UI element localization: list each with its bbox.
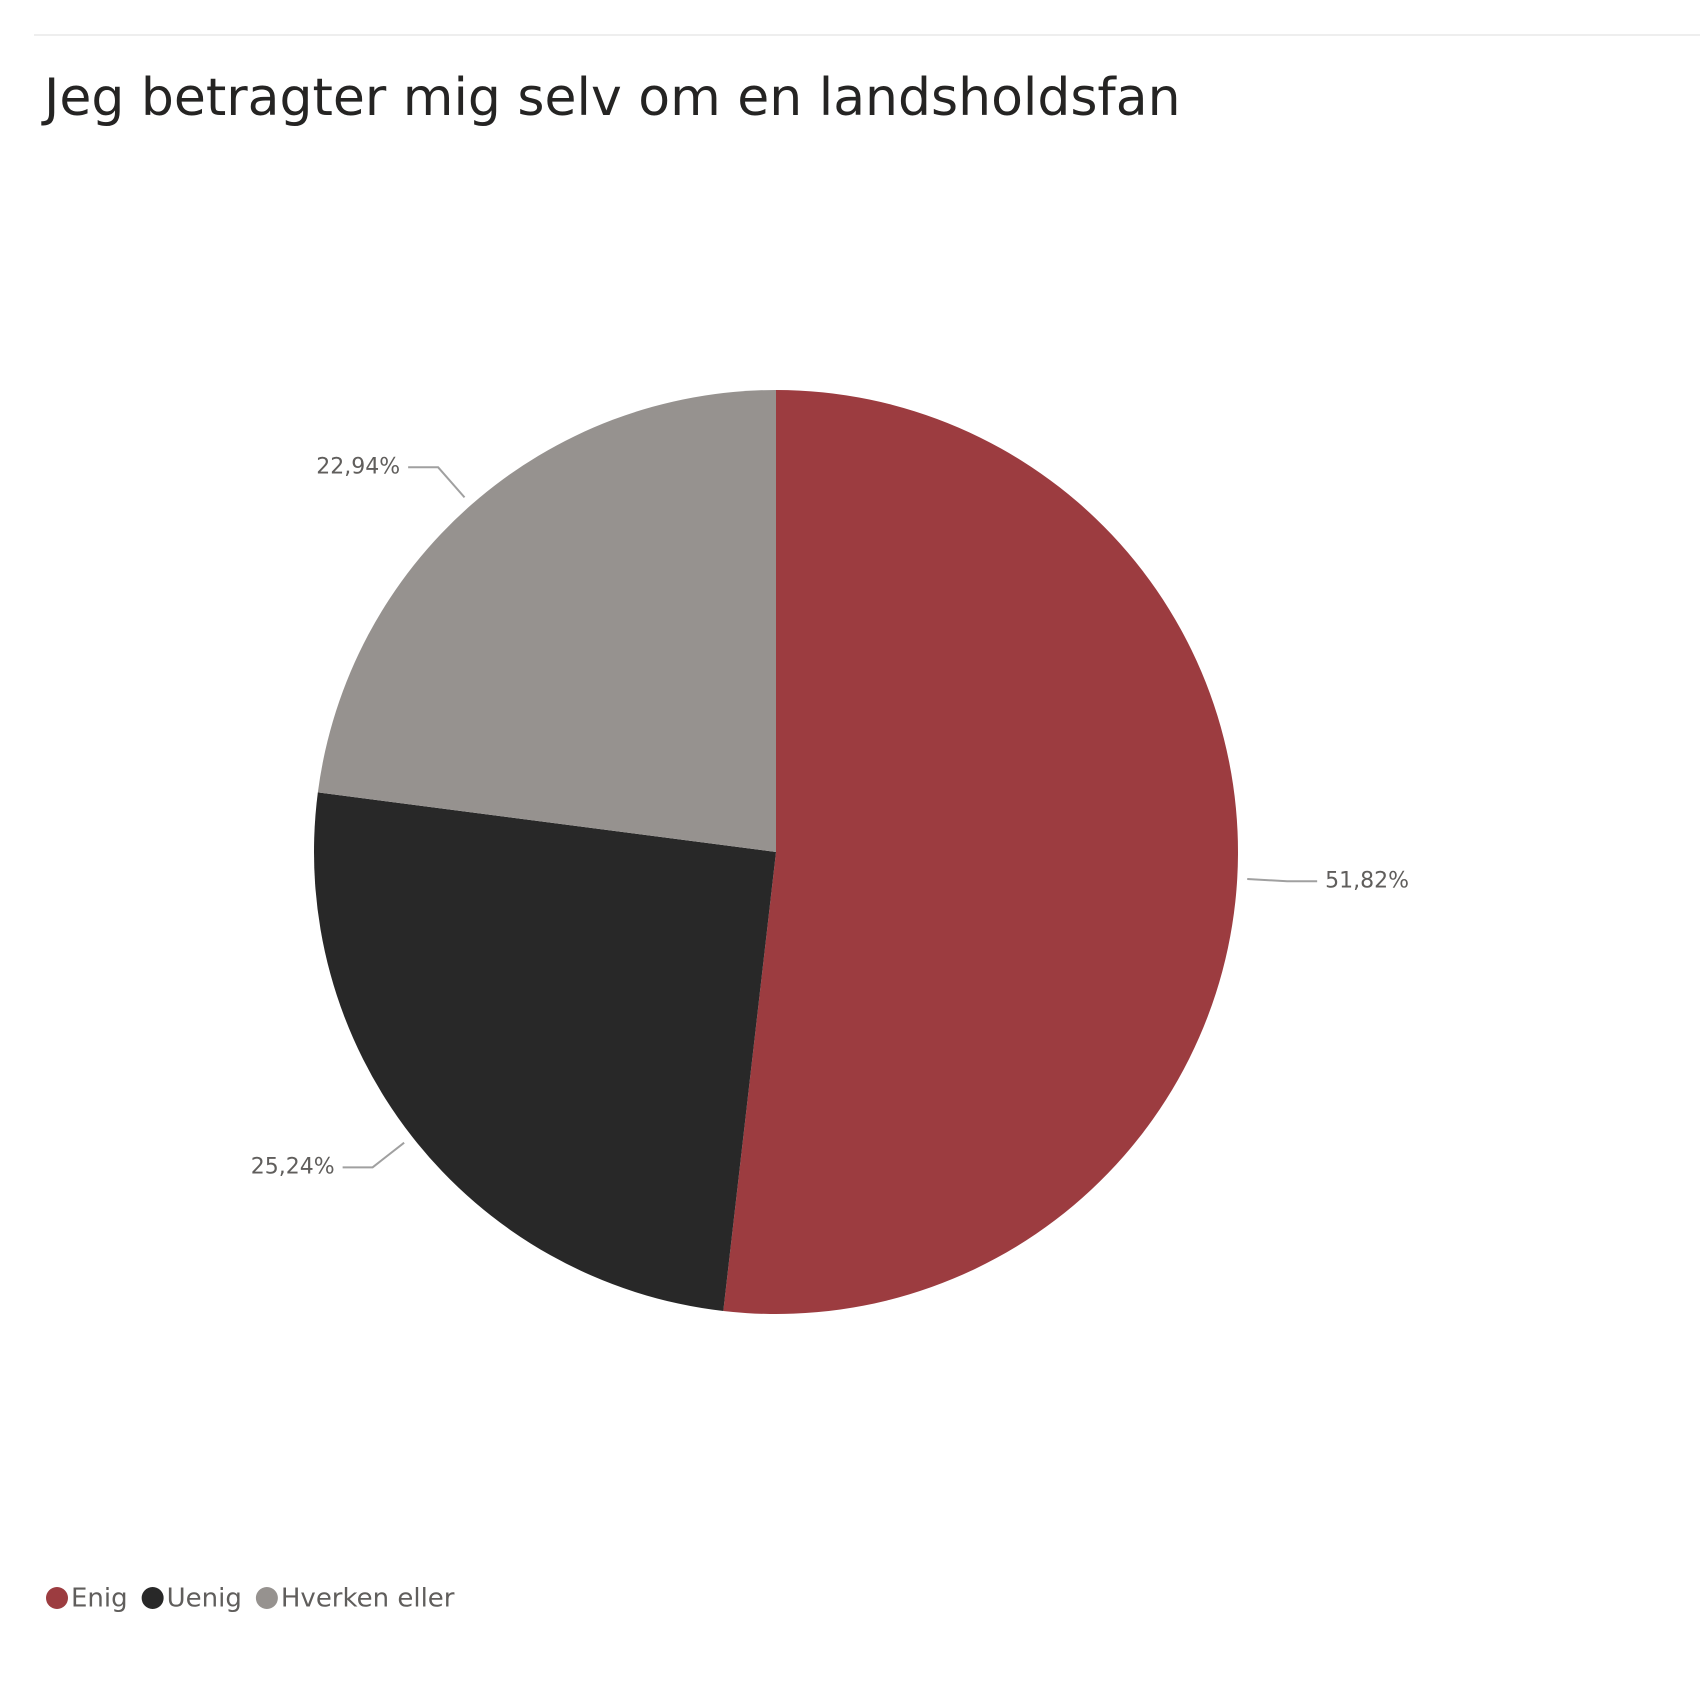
leader-line xyxy=(342,1141,405,1169)
legend-label: Uenig xyxy=(167,1584,242,1614)
data-label: 51,82% xyxy=(1325,868,1409,893)
legend-marker xyxy=(141,1587,164,1609)
pie-slice xyxy=(723,390,1238,1314)
leader-line xyxy=(1247,877,1318,883)
leader-line xyxy=(408,466,466,499)
data-label: 22,94% xyxy=(316,454,400,479)
chart-title: Jeg betragter mig selv om en landsholdsf… xyxy=(41,68,1181,128)
legend-marker xyxy=(255,1587,278,1609)
legend-label: Hverken eller xyxy=(281,1584,455,1614)
legend-label: Enig xyxy=(71,1584,128,1614)
legend-marker xyxy=(46,1587,68,1609)
pie-slice xyxy=(317,390,776,852)
pie-slice xyxy=(314,792,776,1311)
data-label: 25,24% xyxy=(251,1154,335,1179)
